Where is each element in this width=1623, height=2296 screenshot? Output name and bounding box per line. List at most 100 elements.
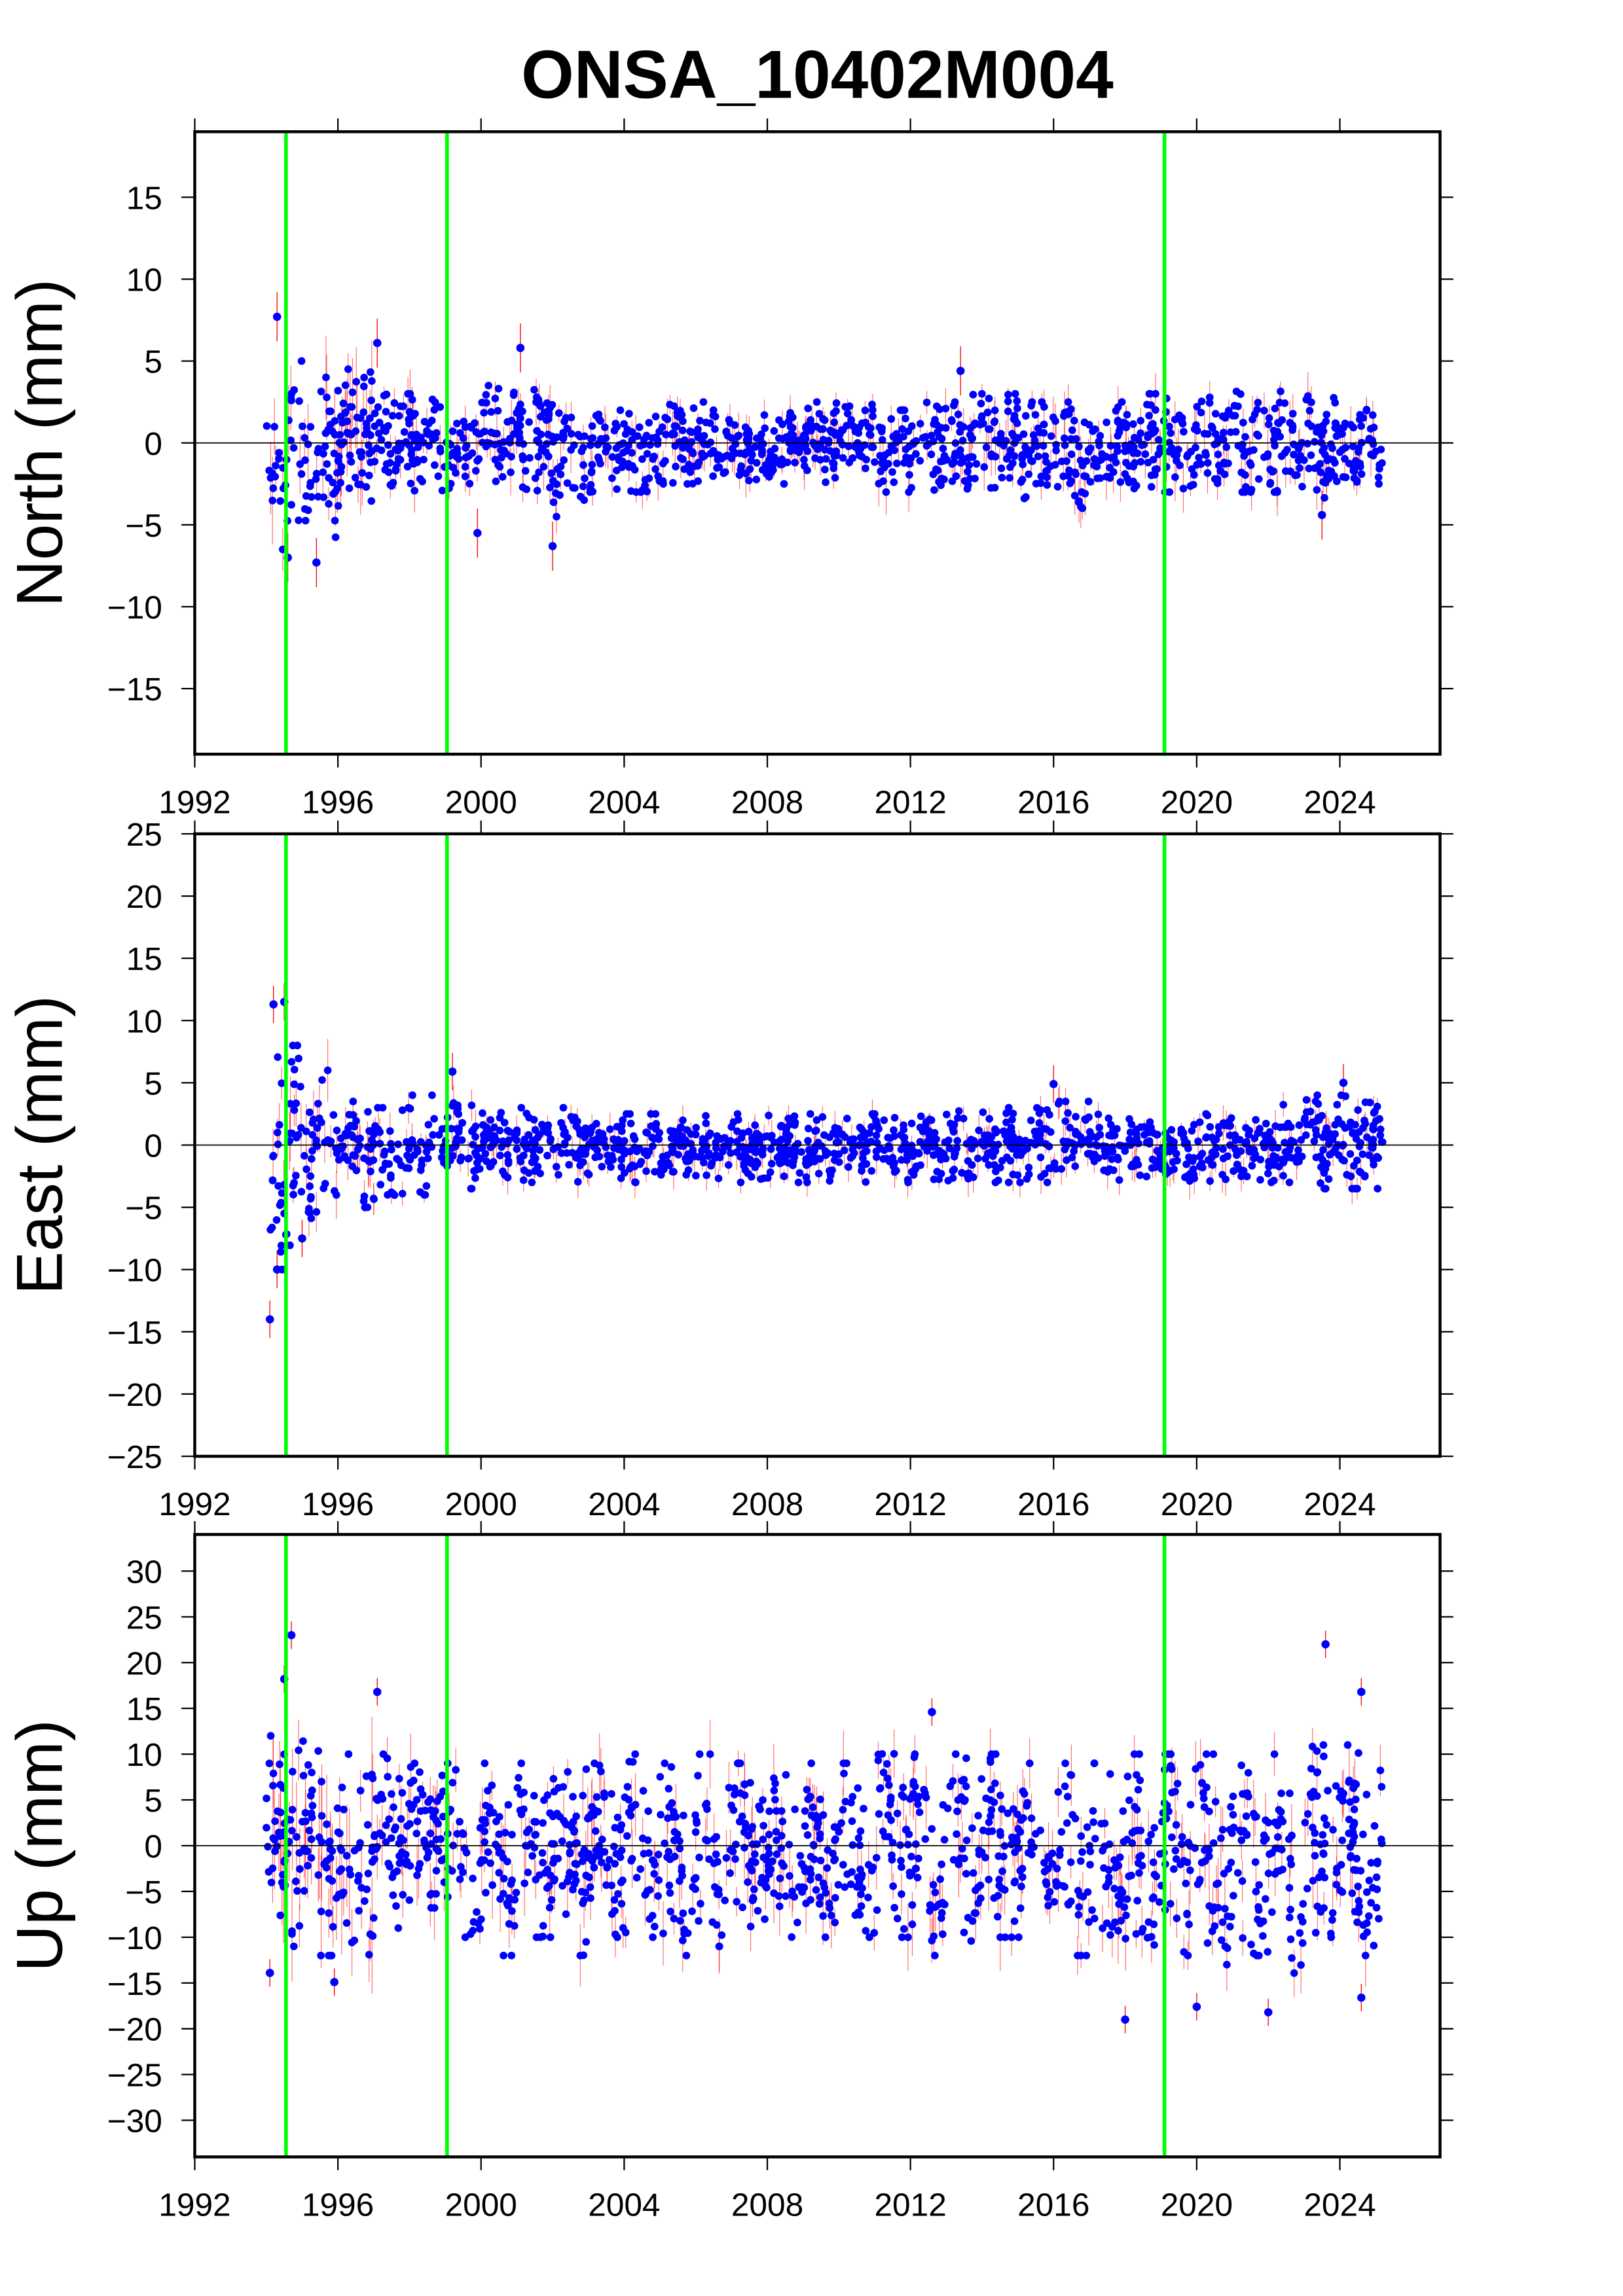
data-point [1195, 454, 1203, 461]
data-point [1104, 1873, 1113, 1882]
data-point [344, 365, 352, 373]
data-point [1294, 444, 1303, 453]
data-point [306, 1108, 314, 1117]
data-point [263, 422, 271, 430]
data-point [1063, 1138, 1072, 1146]
data-point [407, 479, 415, 488]
data-point [1290, 450, 1298, 459]
data-point [1185, 1920, 1193, 1929]
data-point [1215, 1130, 1223, 1138]
data-point [1144, 1837, 1153, 1846]
data-point [938, 1860, 945, 1869]
data-point [839, 1861, 847, 1869]
data-point [702, 1112, 710, 1120]
data-point [290, 1066, 299, 1074]
data-point [306, 1172, 315, 1180]
data-point [543, 1151, 551, 1160]
data-point [1135, 436, 1142, 444]
data-point [1370, 1109, 1378, 1117]
data-point [1055, 1098, 1064, 1105]
data-point [1292, 1158, 1301, 1166]
y-tick-label: −5 [125, 1190, 162, 1227]
data-point [628, 428, 636, 436]
data-point [927, 431, 936, 440]
outlier-point [548, 542, 557, 550]
data-point [1349, 1128, 1357, 1137]
data-point [600, 1789, 608, 1797]
data-point [581, 474, 589, 482]
data-point [613, 485, 621, 493]
data-point [1230, 1892, 1237, 1900]
data-point [520, 1151, 528, 1160]
outlier-point [1339, 1079, 1348, 1087]
data-point [360, 373, 369, 382]
data-point [623, 1783, 632, 1791]
data-point [1376, 461, 1383, 469]
data-point [508, 1907, 516, 1915]
data-point [560, 433, 568, 440]
data-point [1165, 448, 1173, 456]
data-point [1197, 397, 1206, 406]
data-point [1239, 418, 1247, 427]
data-point [564, 1768, 572, 1776]
data-point [559, 1103, 568, 1112]
outlier-point [373, 338, 382, 348]
data-point [1321, 493, 1328, 502]
data-point [1034, 452, 1042, 461]
data-point [704, 1152, 713, 1160]
data-point [1353, 1185, 1361, 1193]
data-point [1359, 1150, 1367, 1158]
data-point [1241, 471, 1249, 479]
data-point [915, 1149, 923, 1158]
data-point [559, 1124, 567, 1132]
data-point [1204, 1156, 1213, 1164]
data-point [1031, 410, 1040, 419]
data-point [369, 1194, 378, 1203]
data-point [413, 458, 422, 467]
data-point [789, 431, 797, 439]
data-point [522, 1109, 531, 1118]
data-point [985, 394, 993, 403]
data-point [1232, 387, 1241, 395]
data-point [786, 1872, 793, 1880]
data-point [1362, 406, 1371, 415]
data-point [1370, 423, 1378, 431]
data-point [431, 398, 439, 406]
data-point [420, 1191, 428, 1199]
data-point [1195, 1162, 1204, 1170]
data-point [1350, 1805, 1359, 1814]
data-point [821, 446, 829, 454]
data-point [1333, 1100, 1341, 1109]
data-point [793, 1139, 802, 1148]
data-point [1190, 1170, 1198, 1179]
data-point [766, 1168, 775, 1176]
data-point [307, 1193, 315, 1201]
data-point [1206, 1177, 1214, 1185]
data-point [307, 1854, 316, 1862]
data-point [862, 464, 869, 473]
data-point [495, 440, 503, 448]
data-point [700, 431, 708, 440]
data-point [1271, 404, 1279, 413]
data-point [726, 1137, 735, 1145]
data-point [367, 431, 374, 439]
data-point [359, 382, 368, 391]
y-axis-label: East (mm) [4, 996, 77, 1295]
data-point [1286, 1789, 1294, 1797]
data-point [868, 401, 876, 408]
data-point [930, 486, 938, 494]
data-point [647, 1122, 655, 1130]
data-point [814, 1170, 823, 1177]
data-point [508, 1876, 516, 1884]
data-point [1261, 1132, 1269, 1139]
data-point [828, 428, 835, 437]
data-point [1306, 1121, 1315, 1129]
data-point [306, 423, 315, 431]
data-point [367, 396, 375, 404]
data-point [750, 1885, 758, 1893]
data-point [1121, 470, 1129, 478]
data-point [496, 1895, 504, 1903]
data-point [997, 464, 1006, 473]
data-point [1032, 1103, 1041, 1112]
